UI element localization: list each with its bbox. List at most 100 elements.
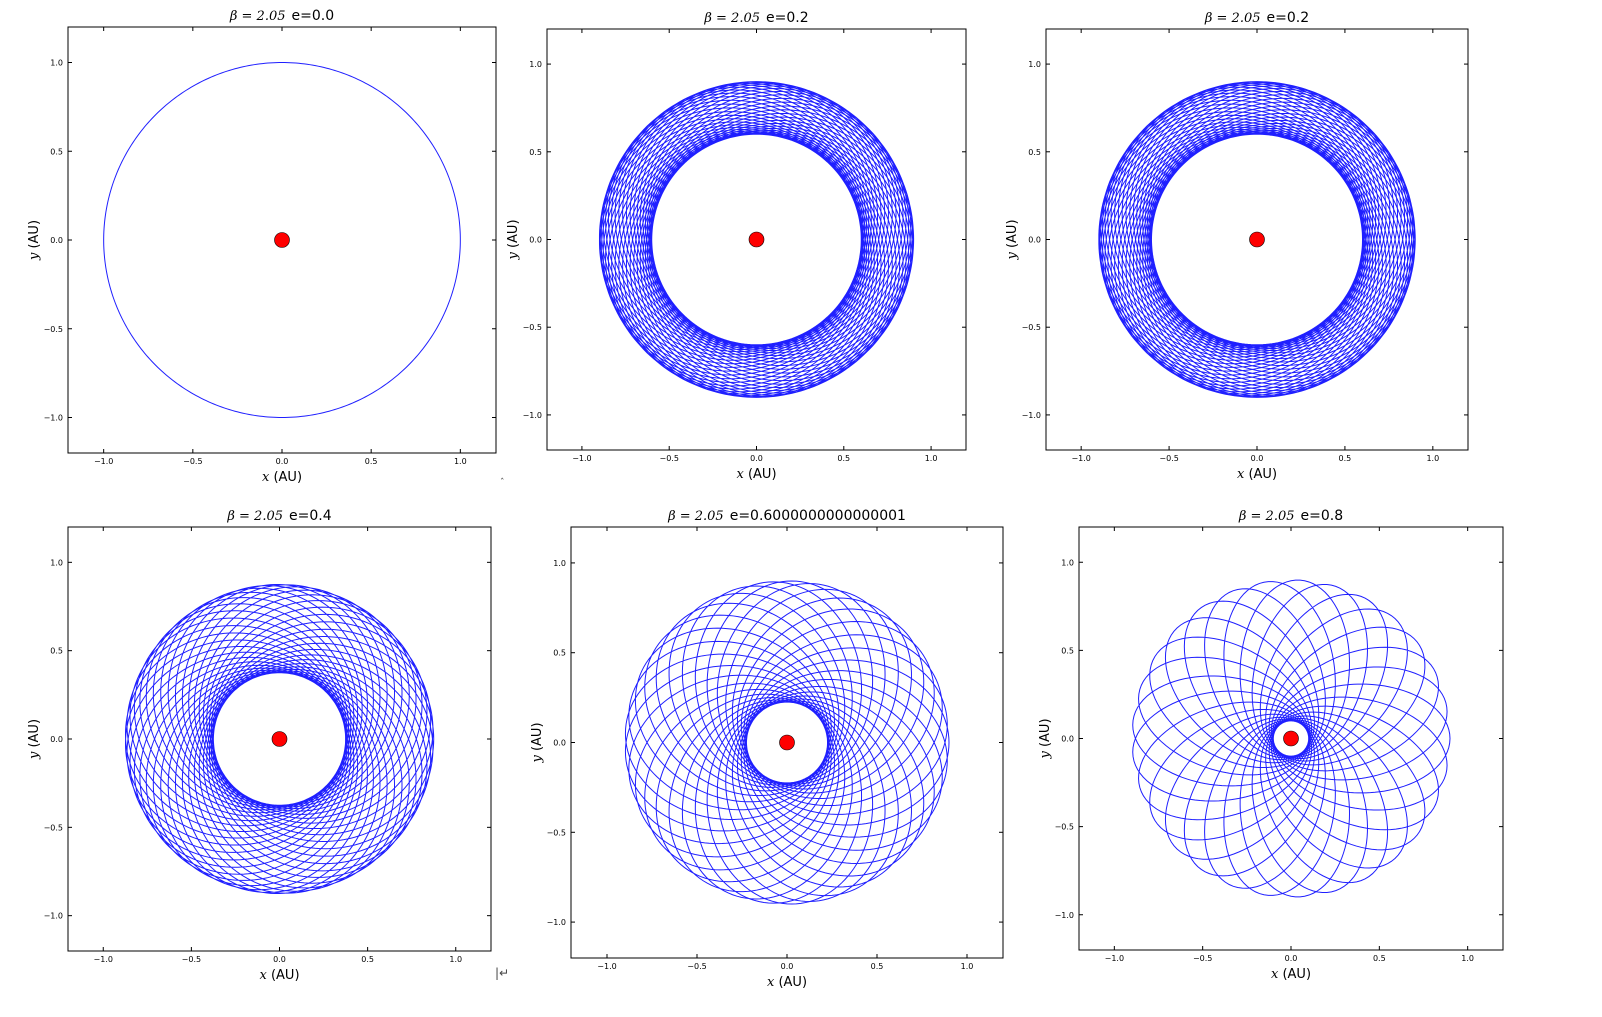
x-axis-label: x (AU) — [1271, 967, 1311, 982]
y-tick-label: −1.0 — [44, 912, 63, 921]
orbit-trajectory — [124, 583, 435, 895]
orbit-chart-svg: β = 2.05 e=0.2 −1.0 −1.0 −0.5 −0.5 0.0 0.0 0.5 0.… — [1005, 10, 1469, 482]
y-axis-label: y (AU) — [530, 722, 545, 763]
y-tick-label: 0.5 — [1061, 646, 1074, 655]
chart-title: β = 2.05 e=0.0 — [229, 8, 334, 24]
x-tick-label: 0.0 — [276, 457, 289, 466]
chart-title: β = 2.05 e=0.8 — [1238, 508, 1343, 524]
y-tick-label: −0.5 — [523, 323, 542, 332]
x-tick-label: −0.5 — [687, 962, 706, 971]
x-tick-label: 0.5 — [1339, 454, 1352, 463]
title-eccentricity: e=0.0 — [292, 8, 335, 24]
y-tick-label: 0.0 — [1028, 236, 1041, 245]
central-star-marker — [274, 232, 290, 248]
y-tick-label: −0.5 — [44, 823, 63, 832]
x-tick-label: 1.0 — [449, 955, 462, 964]
y-tick-label: 0.0 — [1061, 735, 1074, 744]
x-tick-label: −1.0 — [1071, 454, 1090, 463]
y-tick-label: 1.0 — [553, 559, 566, 568]
orbit-panel-1: β = 2.05 e=0.0 −1.0 −1.0 −0.5 −0.5 0.0 0.0 0.5 0.… — [20, 3, 504, 487]
title-eccentricity: e=0.4 — [289, 508, 332, 524]
x-tick-label: −1.0 — [572, 454, 591, 463]
x-tick-label: −0.5 — [1159, 454, 1178, 463]
title-beta: β = 2.05 — [1204, 11, 1261, 26]
y-tick-label: 1.0 — [50, 59, 63, 68]
y-tick-label: 0.5 — [1028, 148, 1041, 157]
x-tick-label: −0.5 — [1193, 954, 1212, 963]
y-tick-label: 1.0 — [529, 60, 542, 69]
y-axis-label: y (AU) — [1038, 718, 1053, 759]
title-beta: β = 2.05 — [667, 509, 724, 524]
chart-title: β = 2.05 e=0.2 — [703, 10, 808, 26]
x-axis-label: x (AU) — [1237, 467, 1277, 482]
chart-title: β = 2.05 e=0.2 — [1204, 10, 1309, 26]
x-axis-label: x (AU) — [736, 467, 776, 482]
y-tick-label: 0.5 — [529, 148, 542, 157]
y-tick-label: 0.0 — [553, 739, 566, 748]
y-tick-label: −0.5 — [547, 828, 566, 837]
x-tick-label: −0.5 — [182, 955, 201, 964]
y-tick-label: −0.5 — [1022, 323, 1041, 332]
central-star-marker — [271, 731, 288, 747]
x-tick-label: 0.5 — [361, 955, 374, 964]
x-tick-label: −1.0 — [94, 457, 113, 466]
orbit-trajectory — [103, 61, 461, 419]
y-tick-label: 0.5 — [50, 647, 63, 656]
orbit-chart-svg: β = 2.05 e=0.6000000000000001 −1.0 −1.0 −0.5… — [530, 508, 1004, 990]
x-axis-label: x (AU) — [259, 968, 299, 983]
orbit-trajectory — [624, 580, 950, 905]
x-tick-label: 0.5 — [365, 457, 378, 466]
orbit-panel-6: β = 2.05 e=0.8 −1.0 −1.0 −0.5 −0.5 0.0 0.0 0.5 0.… — [1031, 503, 1511, 984]
x-tick-label: 1.0 — [1461, 954, 1474, 963]
title-eccentricity: e=0.6000000000000001 — [730, 508, 906, 524]
orbit-chart-svg: β = 2.05 e=0.4 −1.0 −1.0 −0.5 −0.5 0.0 0.0 0.5 0.… — [27, 508, 492, 983]
x-tick-label: 0.5 — [871, 962, 884, 971]
orbit-chart-svg: β = 2.05 e=0.8 −1.0 −1.0 −0.5 −0.5 0.0 0.0 0.5 0.… — [1038, 508, 1504, 982]
paragraph-mark: |↵ — [495, 966, 510, 980]
y-tick-label: 0.5 — [50, 147, 63, 156]
y-tick-label: −1.0 — [1022, 411, 1041, 420]
x-axis-label: x (AU) — [262, 470, 302, 485]
x-tick-label: 1.0 — [925, 454, 938, 463]
title-beta: β = 2.05 — [226, 509, 283, 524]
chart-title: β = 2.05 e=0.4 — [226, 508, 331, 524]
title-beta: β = 2.05 — [703, 11, 760, 26]
x-tick-label: −1.0 — [94, 955, 113, 964]
orbit-panel-5: β = 2.05 e=0.6000000000000001 −1.0 −1.0 −0.5… — [523, 503, 1011, 992]
central-star-marker — [779, 734, 795, 751]
x-tick-label: 0.5 — [837, 454, 850, 463]
orbit-chart-svg: β = 2.05 e=0.2 −1.0 −1.0 −0.5 −0.5 0.0 0.0 0.5 0.… — [506, 10, 967, 482]
y-tick-label: 1.0 — [1061, 558, 1074, 567]
orbit-trajectory — [1132, 579, 1451, 898]
orbit-trajectory — [598, 81, 915, 398]
title-eccentricity: e=0.2 — [766, 10, 809, 26]
chart-title: β = 2.05 e=0.6000000000000001 — [667, 508, 906, 524]
x-tick-label: −0.5 — [659, 454, 678, 463]
central-star-marker — [1249, 231, 1265, 248]
y-tick-label: 0.0 — [50, 236, 63, 245]
central-star-marker — [748, 231, 765, 248]
orbit-panel-3: β = 2.05 e=0.2 −1.0 −1.0 −0.5 −0.5 0.0 0.0 0.5 0.… — [998, 5, 1476, 484]
x-tick-label: 1.0 — [1426, 454, 1439, 463]
x-axis-label: x (AU) — [767, 975, 807, 990]
stray-mark: ˆ — [500, 478, 505, 488]
x-tick-label: 1.0 — [454, 457, 467, 466]
y-tick-label: 0.0 — [529, 236, 542, 245]
y-axis-label: y (AU) — [1005, 219, 1020, 260]
x-tick-label: 0.0 — [1251, 454, 1264, 463]
x-tick-label: 0.0 — [1285, 954, 1298, 963]
y-tick-label: −0.5 — [44, 325, 63, 334]
orbit-chart-svg: β = 2.05 e=0.0 −1.0 −1.0 −0.5 −0.5 0.0 0.0 0.5 0.… — [27, 8, 497, 485]
x-tick-label: 1.0 — [961, 962, 974, 971]
title-eccentricity: e=0.8 — [1301, 508, 1344, 524]
x-tick-label: 0.5 — [1373, 954, 1386, 963]
x-tick-label: 0.0 — [781, 962, 794, 971]
x-tick-label: −0.5 — [183, 457, 202, 466]
orbit-panel-2: β = 2.05 e=0.2 −1.0 −1.0 −0.5 −0.5 0.0 0.0 0.5 0.… — [499, 5, 974, 484]
x-tick-label: −1.0 — [597, 962, 616, 971]
y-tick-label: −1.0 — [547, 918, 566, 927]
y-tick-label: 0.0 — [50, 735, 63, 744]
title-beta: β = 2.05 — [1238, 509, 1295, 524]
orbit-panel-4: β = 2.05 e=0.4 −1.0 −1.0 −0.5 −0.5 0.0 0.0 0.5 0.… — [20, 503, 499, 985]
y-axis-label: y (AU) — [27, 719, 42, 760]
